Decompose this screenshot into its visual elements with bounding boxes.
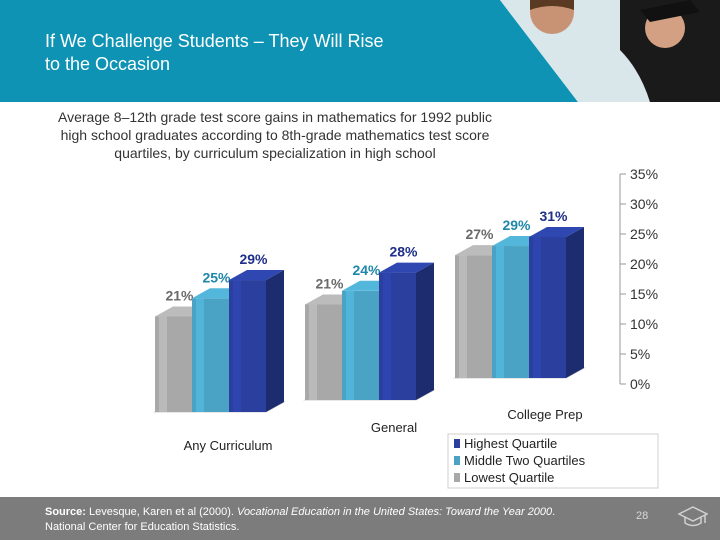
category-label: Any Curriculum (184, 438, 273, 453)
data-label: 29% (239, 251, 268, 267)
y-tick-label: 25% (630, 226, 658, 242)
subtitle-line-2: high school graduates according to 8th-g… (60, 127, 490, 143)
y-tick-label: 5% (630, 346, 650, 362)
data-label: 28% (389, 244, 418, 260)
data-label: 29% (502, 217, 531, 233)
data-label: 21% (165, 287, 194, 303)
header-background (0, 0, 720, 102)
bar-chart: 0% 5% 10% 15% 20% 25% 30% 35% 21% 25% 29% 21% 24% 28%… (153, 166, 659, 489)
bar-highlight (496, 246, 504, 378)
bar-highlight (459, 255, 467, 378)
graduation-cap-icon (678, 506, 708, 527)
source-title: Vocational Education in the United State… (237, 506, 553, 518)
bar-side (566, 226, 584, 378)
y-tick-label: 35% (630, 166, 658, 182)
source-publisher: . National Center for Education Statisti… (45, 506, 556, 533)
bar-highlight (196, 298, 204, 412)
bar-top (529, 226, 584, 237)
legend-label: Lowest Quartile (464, 470, 554, 485)
legend-swatch (454, 473, 460, 482)
y-tick-label: 0% (630, 376, 650, 392)
y-tick-label: 30% (630, 196, 658, 212)
category-label: General (371, 420, 417, 435)
subtitle-line-3: quartiles, by curriculum specialization … (114, 145, 436, 161)
legend-swatch (454, 439, 460, 448)
graduate-photo (530, 0, 720, 102)
category-label: College Prep (507, 407, 582, 422)
data-label: 31% (539, 208, 568, 224)
subtitle-line-1: Average 8–12th grade test score gains in… (58, 109, 492, 125)
chart-subtitle: Average 8–12th grade test score gains in… (20, 108, 530, 162)
title-line-2: to the Occasion (45, 54, 171, 74)
legend-label: Middle Two Quartiles (464, 453, 586, 468)
source-label: Source: (45, 506, 86, 518)
bar-highlight (159, 316, 167, 412)
bar-top (379, 262, 434, 273)
data-label: 21% (315, 275, 344, 291)
data-label: 24% (352, 262, 381, 278)
page-number: 28 (636, 510, 649, 522)
source-authors: Levesque, Karen et al (2000). (85, 506, 238, 518)
header-band (0, 0, 720, 102)
legend-box (447, 433, 659, 489)
legend-label: Highest Quartile (464, 436, 557, 451)
data-label: 27% (465, 226, 494, 242)
legend-swatch (454, 456, 460, 465)
y-tick-label: 10% (630, 316, 658, 332)
slide-title: If We Challenge Students – They Will Ris… (45, 30, 485, 76)
bar-highlight (533, 236, 541, 378)
footer-band (0, 497, 720, 540)
source-citation: Source: Levesque, Karen et al (2000). Vo… (45, 505, 565, 535)
bar-highlight (383, 272, 391, 400)
bar-top (229, 270, 284, 281)
bar-side (266, 270, 284, 412)
bar-highlight (309, 304, 317, 400)
title-line-1: If We Challenge Students – They Will Ris… (45, 31, 384, 51)
bar-highlight (233, 280, 241, 412)
bar-side (416, 262, 434, 400)
bar-highlight (346, 290, 354, 400)
y-tick-label: 20% (630, 256, 658, 272)
data-label: 25% (202, 269, 231, 285)
y-tick-label: 15% (630, 286, 658, 302)
